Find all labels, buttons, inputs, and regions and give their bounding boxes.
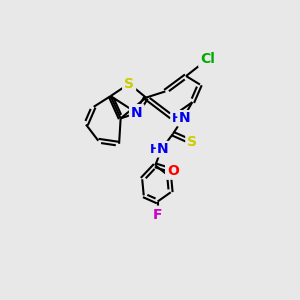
Text: N: N — [157, 142, 169, 156]
Text: Cl: Cl — [200, 52, 215, 66]
Text: H: H — [150, 143, 160, 156]
Text: O: O — [167, 164, 179, 178]
Text: S: S — [124, 77, 134, 91]
Text: H: H — [172, 112, 182, 125]
Text: F: F — [153, 208, 162, 222]
Text: N: N — [179, 111, 190, 125]
Text: N: N — [131, 106, 142, 120]
Text: S: S — [187, 135, 197, 149]
